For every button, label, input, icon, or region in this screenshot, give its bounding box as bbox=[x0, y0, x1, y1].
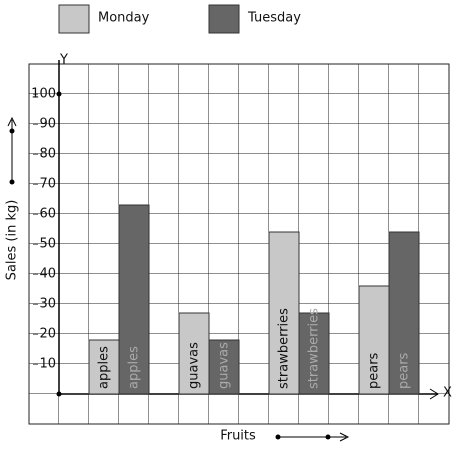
bar-category-label: guavas bbox=[217, 342, 232, 389]
x-label-arrow bbox=[275, 432, 350, 442]
legend-label: Monday bbox=[98, 11, 150, 26]
bar-category-label: strawberries bbox=[307, 308, 322, 389]
y-tick-label: 70 bbox=[39, 177, 56, 192]
bar-category-label: apples bbox=[97, 346, 112, 389]
bar bbox=[268, 231, 300, 395]
legend-label: Tuesday bbox=[247, 11, 301, 26]
origin-dot bbox=[56, 391, 62, 397]
y-tick-label: 20 bbox=[39, 327, 56, 342]
y-axis-name: Y bbox=[59, 53, 68, 68]
y-tick-label: 30 bbox=[39, 297, 56, 312]
legend-swatch bbox=[58, 4, 90, 34]
y-tick-label: 10 bbox=[39, 357, 56, 372]
y-label-arrow bbox=[7, 116, 17, 185]
bar bbox=[208, 339, 240, 395]
bar bbox=[388, 231, 420, 395]
bar bbox=[358, 285, 390, 395]
y-tick-label: 40 bbox=[39, 267, 56, 282]
y-tick-label: 90 bbox=[39, 117, 56, 132]
x-axis-label: Fruits bbox=[220, 429, 256, 444]
y-tick-label: 80 bbox=[39, 147, 56, 162]
bar bbox=[118, 204, 150, 395]
bar-category-label: apples bbox=[127, 346, 142, 389]
axis-dot bbox=[56, 91, 62, 97]
y-tick-label: 50 bbox=[39, 237, 56, 252]
x-axis-arrow bbox=[429, 388, 439, 400]
bar bbox=[298, 312, 330, 395]
legend-swatch bbox=[208, 4, 240, 34]
bar bbox=[178, 312, 210, 395]
x-axis-name: X bbox=[443, 386, 452, 401]
bar-category-label: guavas bbox=[187, 342, 202, 389]
y-tick-label: 60 bbox=[39, 207, 56, 222]
bar-category-label: pears bbox=[367, 352, 382, 389]
y-axis-label: Sales (in kg) bbox=[5, 200, 20, 281]
y-tick-label: 100 bbox=[31, 87, 56, 102]
bar-category-label: strawberries bbox=[277, 308, 292, 389]
bar-category-label: pears bbox=[397, 352, 412, 389]
